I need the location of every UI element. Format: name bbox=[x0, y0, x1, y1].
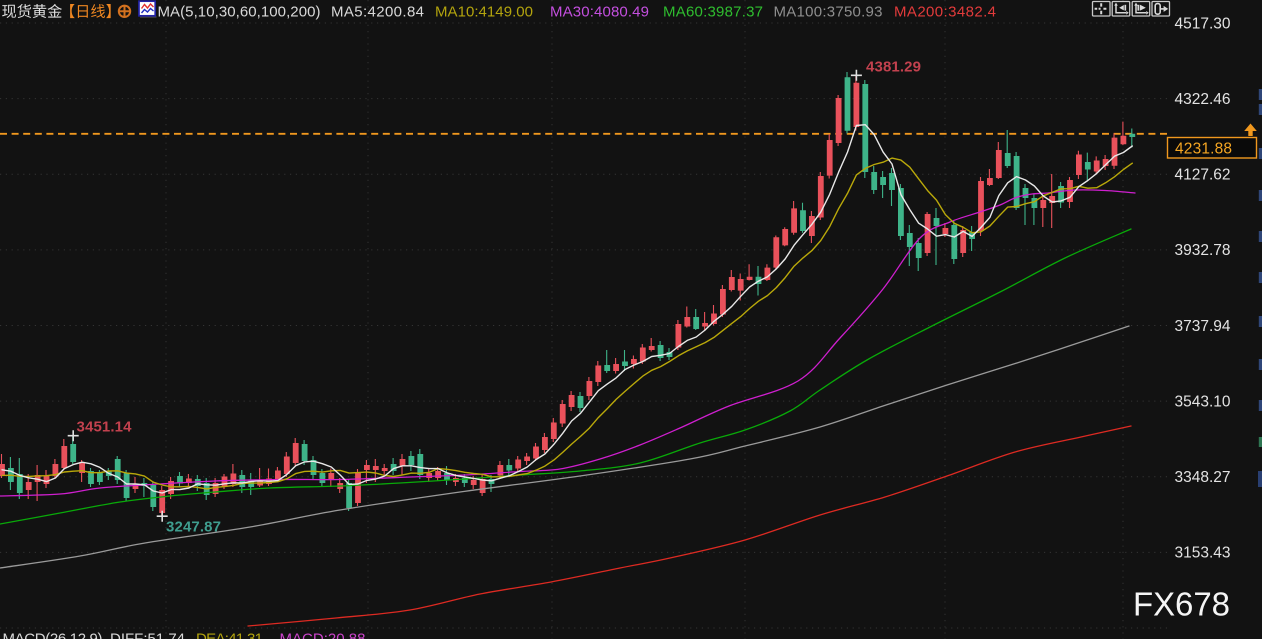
svg-text:MA60:3987.37: MA60:3987.37 bbox=[663, 4, 763, 21]
svg-text:MA200:3482.4: MA200:3482.4 bbox=[894, 4, 996, 21]
svg-text:3737.94: 3737.94 bbox=[1175, 318, 1231, 335]
svg-text:FX678: FX678 bbox=[1133, 586, 1230, 623]
svg-text:3153.43: 3153.43 bbox=[1175, 545, 1231, 562]
svg-text:3247.87: 3247.87 bbox=[166, 519, 221, 536]
svg-text:3932.78: 3932.78 bbox=[1175, 242, 1231, 259]
svg-text:DEA:41.31: DEA:41.31 bbox=[196, 631, 263, 639]
svg-text:MA100:3750.93: MA100:3750.93 bbox=[774, 4, 883, 21]
svg-text:MA30:4080.49: MA30:4080.49 bbox=[550, 4, 649, 21]
svg-text:3451.14: 3451.14 bbox=[77, 419, 133, 436]
svg-text:MACD(26,12,9): MACD(26,12,9) bbox=[3, 631, 103, 639]
svg-text:3543.10: 3543.10 bbox=[1175, 393, 1231, 410]
svg-text:MACD:20.88: MACD:20.88 bbox=[280, 631, 366, 639]
svg-text:4127.62: 4127.62 bbox=[1175, 167, 1231, 184]
svg-text:4231.88: 4231.88 bbox=[1175, 140, 1232, 157]
svg-text:MA5:4200.84: MA5:4200.84 bbox=[331, 4, 424, 21]
svg-text:4517.30: 4517.30 bbox=[1175, 15, 1231, 32]
svg-text:4381.29: 4381.29 bbox=[866, 59, 921, 76]
svg-text:4322.46: 4322.46 bbox=[1175, 91, 1231, 108]
svg-text:DIFF:51.74: DIFF:51.74 bbox=[110, 631, 185, 639]
svg-text:MA(5,10,30,60,100,200): MA(5,10,30,60,100,200) bbox=[158, 4, 321, 21]
svg-text:MA10:4149.00: MA10:4149.00 bbox=[435, 4, 533, 21]
svg-text:3348.27: 3348.27 bbox=[1175, 469, 1231, 486]
